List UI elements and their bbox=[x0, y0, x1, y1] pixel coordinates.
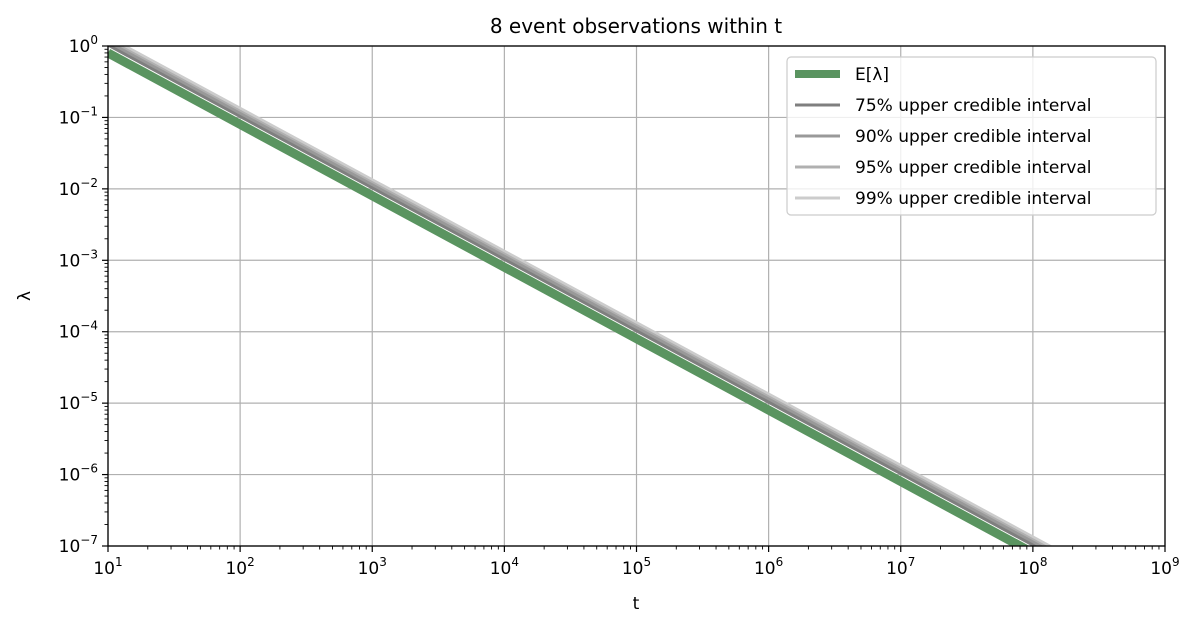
x-tick-label: 105 bbox=[622, 555, 651, 579]
y-tick-label: 100 bbox=[69, 33, 98, 57]
series-line bbox=[108, 46, 1038, 546]
series-line bbox=[112, 46, 1044, 546]
series-line bbox=[121, 46, 1053, 546]
series-layer bbox=[108, 46, 1053, 546]
series-line bbox=[116, 46, 1048, 546]
x-tick-label: 107 bbox=[886, 555, 915, 579]
x-tick-label: 103 bbox=[358, 555, 387, 579]
legend-entry: 75% upper credible interval bbox=[855, 96, 1092, 116]
y-tick-label: 10−6 bbox=[59, 462, 98, 486]
y-tick-label: 10−1 bbox=[59, 104, 98, 128]
legend-box bbox=[786, 56, 1157, 216]
y-tick-label: 10−3 bbox=[59, 247, 98, 271]
legend-entry: 99% upper credible interval bbox=[855, 189, 1092, 209]
y-axis-label: λ bbox=[15, 291, 35, 301]
legend-entry: E[λ] bbox=[855, 65, 889, 85]
x-tick-label: 109 bbox=[1150, 555, 1179, 579]
y-tick-label: 10−4 bbox=[59, 319, 98, 343]
x-tick-label: 101 bbox=[93, 555, 122, 579]
y-tick-labels: 100 10−1 10−2 10−3 10−4 10−5 10−6 10−7 bbox=[59, 33, 98, 557]
series-line bbox=[108, 48, 1030, 546]
y-tick-label: 10−7 bbox=[59, 533, 98, 557]
x-tick-labels: 101 102 103 104 105 106 107 108 109 bbox=[93, 555, 1179, 579]
x-tick-label: 102 bbox=[225, 555, 254, 579]
legend-entry: 90% upper credible interval bbox=[855, 127, 1092, 147]
x-tick-label: 104 bbox=[490, 555, 519, 579]
y-tick-label: 10−5 bbox=[59, 390, 98, 414]
legend-entry: 95% upper credible interval bbox=[855, 158, 1092, 178]
x-axis-label: t bbox=[633, 594, 640, 614]
ticks bbox=[102, 45, 1166, 552]
x-tick-label: 106 bbox=[754, 555, 783, 579]
chart-title: 8 event observations within t bbox=[490, 14, 782, 38]
y-tick-label: 10−2 bbox=[59, 176, 98, 200]
x-tick-label: 108 bbox=[1018, 555, 1047, 579]
legend: E[λ] 75% upper credible interval 90% upper… bbox=[786, 56, 1157, 216]
